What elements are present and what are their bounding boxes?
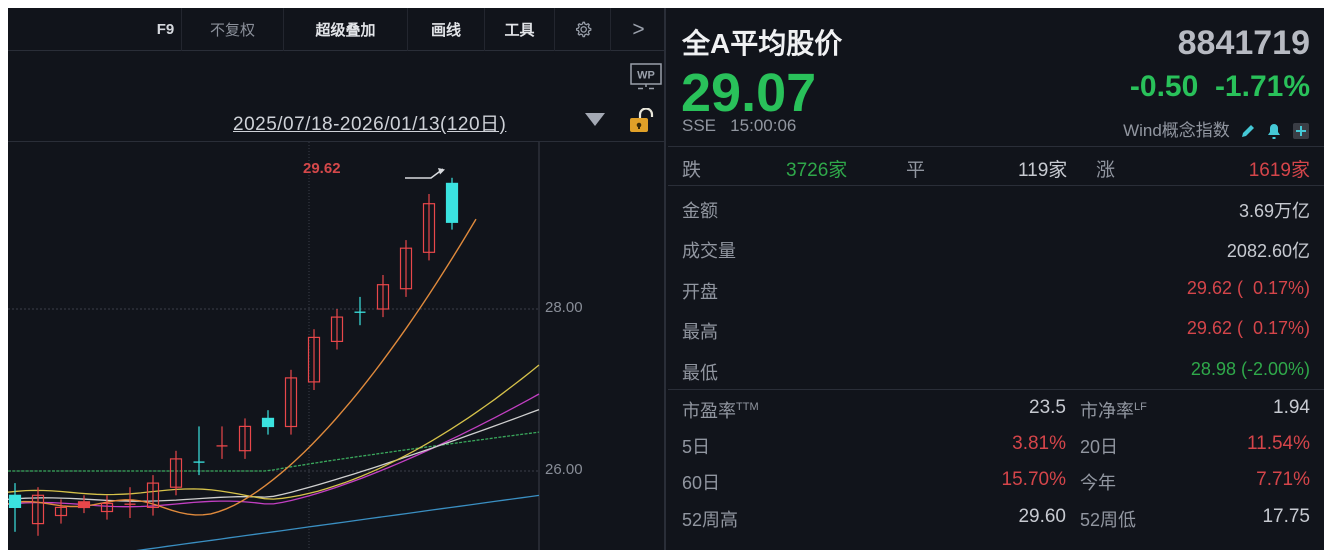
svg-text:WP: WP	[637, 70, 655, 82]
